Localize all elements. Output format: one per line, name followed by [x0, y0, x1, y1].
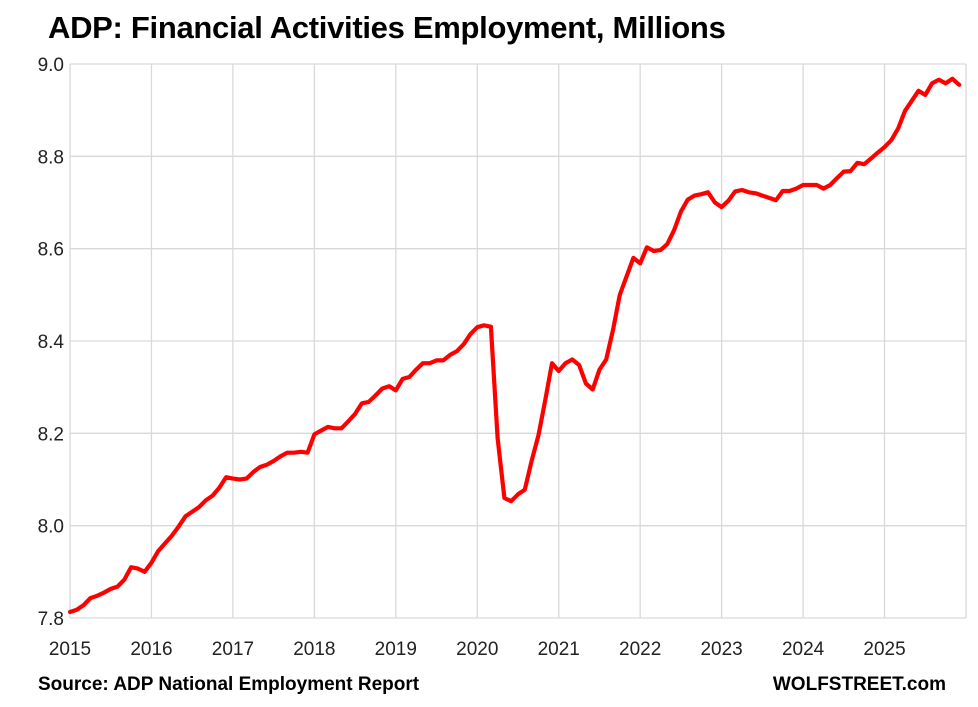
x-axis-ticks: 2015 2016 2017 2018 2019 2020 2021 2022 2023 2024… — [49, 639, 906, 660]
y-tick-label: 8.0 — [38, 517, 64, 538]
y-tick-label: 8.6 — [38, 240, 64, 261]
grid-lines — [69, 63, 967, 619]
series-line-0 — [67, 76, 962, 615]
x-tick-label: 2021 — [538, 639, 580, 660]
x-tick-label: 2018 — [293, 639, 335, 660]
x-tick-label: 2016 — [130, 639, 172, 660]
brand-label: WOLFSTREET.com — [772, 674, 946, 695]
x-tick-label: 2025 — [863, 639, 905, 660]
x-tick-label: 2022 — [619, 639, 661, 660]
x-tick-label: 2015 — [49, 639, 91, 660]
x-tick-label: 2024 — [782, 639, 825, 660]
chart-title: ADP: Financial Activities Employment, Mi… — [48, 10, 726, 45]
source-note: Source: ADP National Employment Report — [38, 674, 420, 695]
y-tick-label: 8.8 — [38, 147, 64, 168]
y-tick-label: 8.2 — [38, 424, 64, 445]
x-tick-label: 2019 — [375, 639, 417, 660]
x-tick-label: 2017 — [212, 639, 254, 660]
y-tick-label: 9.0 — [38, 55, 64, 76]
y-tick-label: 8.4 — [38, 332, 65, 353]
x-tick-label: 2023 — [700, 639, 742, 660]
y-axis-ticks: 7.8 8.0 8.2 8.4 8.6 8.8 9.0 — [38, 55, 65, 630]
series-layer — [67, 76, 962, 615]
x-tick-label: 2020 — [456, 639, 498, 660]
y-tick-label: 7.8 — [38, 609, 64, 630]
